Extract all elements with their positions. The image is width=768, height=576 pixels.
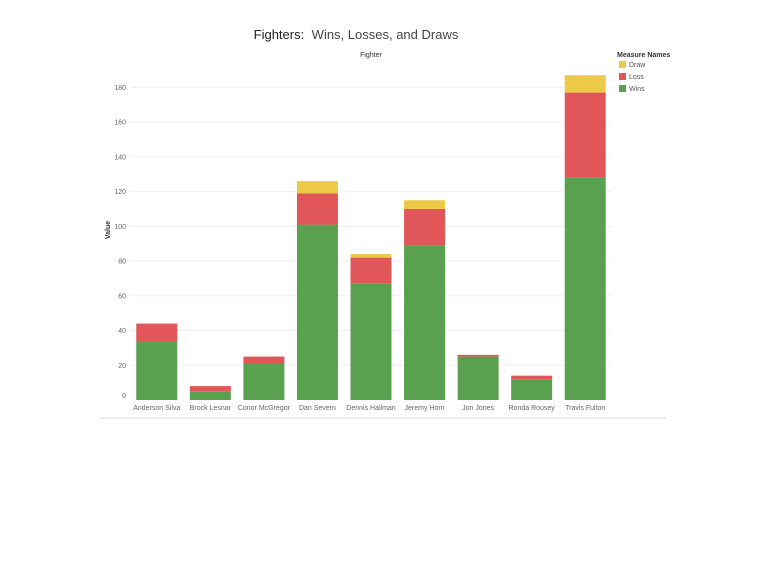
x-tick-label: Jon Jones <box>462 405 494 412</box>
legend-title: Measure Names <box>617 52 670 59</box>
x-tick-label: Travis Fulton <box>565 405 605 412</box>
bar-wins-segment <box>296 224 338 400</box>
y-tick-label: 180 <box>114 85 126 92</box>
bar-wins-segment <box>564 177 606 400</box>
chart-title-rest: Wins, Losses, and Draws <box>312 27 459 42</box>
y-tick-label: 0 <box>122 393 126 400</box>
x-tick-label: Dennis Hallman <box>346 405 396 412</box>
x-tick-label: Jeremy Horn <box>405 405 445 412</box>
legend-swatch-wins <box>619 85 626 92</box>
bar-loss-segment <box>564 92 606 178</box>
bar-wins-segment <box>136 340 178 400</box>
gridlines <box>130 86 612 366</box>
chart-title: Fighters: Wins, Losses, and Draws <box>254 26 459 43</box>
bar-wins-segment <box>404 245 446 400</box>
legend-label-loss: Loss <box>629 74 644 81</box>
bar-draw-segment <box>404 200 446 209</box>
x-tick-label: Dan Severn <box>299 405 336 412</box>
y-tick-label: 140 <box>114 154 126 161</box>
bar-loss-segment <box>511 375 553 380</box>
bar-loss-segment <box>457 354 499 357</box>
y-tick-label: 60 <box>118 293 126 300</box>
bar-loss-segment <box>243 356 285 364</box>
bar-loss-segment <box>296 193 338 225</box>
x-tick-label: Conor McGregor <box>238 405 291 412</box>
y-axis-ticks: 0 20 40 60 80 100 120 140 160 180 <box>114 85 126 400</box>
bars <box>136 75 606 400</box>
bar-draw-segment <box>350 254 392 258</box>
bar-wins-segment <box>243 363 285 400</box>
chart-subtitle: Fighter <box>360 52 382 59</box>
chart-title-bold: Fighters: <box>254 27 305 42</box>
y-tick-label: 100 <box>114 224 126 231</box>
bar-wins-segment <box>457 356 499 400</box>
legend-swatch-draw <box>619 61 626 68</box>
legend: Measure Names Draw Loss Wins <box>617 52 670 93</box>
bar-loss-segment <box>136 323 178 341</box>
y-tick-label: 20 <box>118 363 126 370</box>
y-tick-label: 120 <box>114 189 126 196</box>
bar-wins-segment <box>511 379 553 400</box>
bar-wins-segment <box>350 283 392 400</box>
x-tick-label: Anderson Silva <box>133 405 180 412</box>
y-axis-label: Value <box>105 221 112 239</box>
bar-wins-segment <box>189 391 231 400</box>
y-tick-label: 160 <box>114 120 126 127</box>
legend-label-draw: Draw <box>629 62 646 69</box>
bar-draw-segment <box>564 75 606 93</box>
x-axis-ticks: Anderson Silva Brock Lesnar Conor McGregor… <box>133 405 605 412</box>
bar-loss-segment <box>404 208 446 246</box>
legend-swatch-loss <box>619 73 626 80</box>
x-tick-label: Brock Lesnar <box>190 405 232 412</box>
y-tick-label: 40 <box>118 328 126 335</box>
legend-label-wins: Wins <box>629 86 645 93</box>
bar-loss-segment <box>350 257 392 284</box>
bar-draw-segment <box>296 181 338 194</box>
x-tick-label: Ronda Rousey <box>509 405 556 412</box>
y-tick-label: 80 <box>118 259 126 266</box>
bar-loss-segment <box>189 386 231 392</box>
